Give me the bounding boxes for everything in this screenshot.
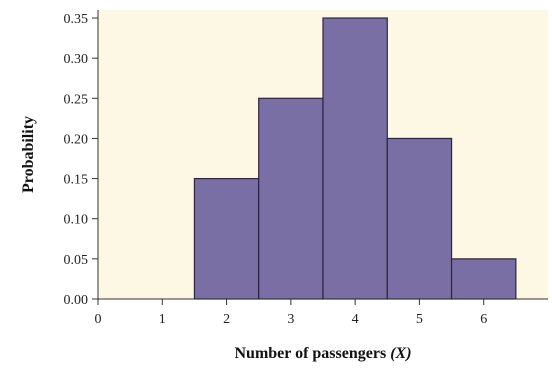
y-axis: 0.00 0.05 0.10 0.15 0.20 0.25 0.30 0.35 [64,10,99,308]
bar-x-3 [258,97,324,300]
bar-x-6 [450,258,517,300]
bar-x-5 [386,137,453,300]
x-tick-label: 3 [287,312,294,327]
bar-x-4 [322,17,388,300]
x-tick-label: 2 [223,312,230,327]
y-tick-label: 0.35 [64,12,89,27]
y-tick-label: 0.10 [64,213,89,228]
x-axis-label-main: Number of passengers [234,345,390,362]
bar-x-2 [193,177,260,300]
y-tick-label: 0.05 [64,253,89,268]
y-tick-label: 0.20 [64,132,89,147]
y-tick-label: 0.25 [64,92,89,107]
x-tick-label: 1 [159,312,166,327]
x-tick-label: 0 [95,312,102,327]
x-tick-label: 5 [416,312,423,327]
x-tick-label: 6 [480,312,487,327]
y-tick-label: 0.15 [64,173,89,188]
y-axis-label: Probability [20,116,37,193]
x-axis-label-variable: (X) [390,345,411,362]
x-axis-label: Number of passengers (X) [234,345,411,362]
y-tick-label: 0.30 [64,52,89,67]
bars-group [193,17,517,300]
x-axis: 0 1 2 3 4 5 6 [95,298,548,327]
x-tick-label: 4 [352,312,359,327]
y-tick-label: 0.00 [64,293,89,308]
